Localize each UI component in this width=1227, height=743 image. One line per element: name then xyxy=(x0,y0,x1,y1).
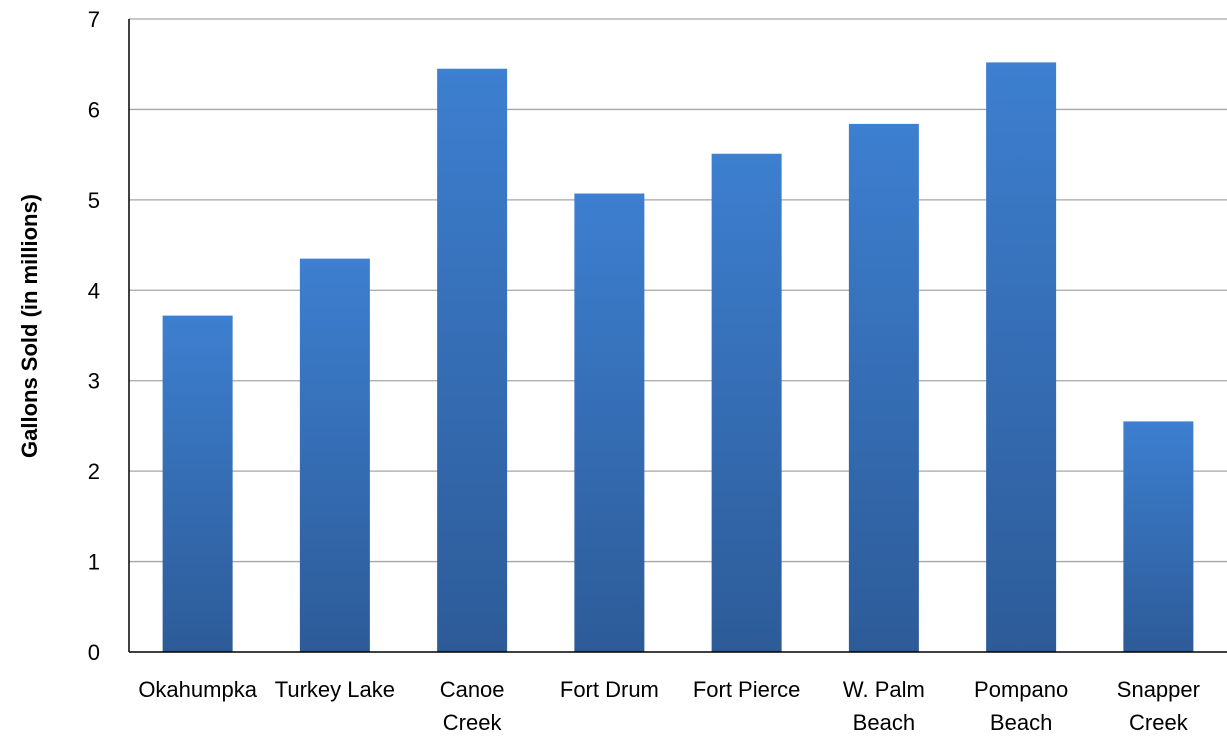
x-tick-label-line: Canoe xyxy=(440,677,505,702)
y-axis-title: Gallons Sold (in millions) xyxy=(17,194,42,458)
y-tick-labels: 0 1 2 3 4 5 6 7 xyxy=(88,7,100,665)
x-tick-label: Turkey Lake xyxy=(275,677,395,702)
bar xyxy=(574,193,645,652)
bar xyxy=(1123,421,1194,652)
y-tick-label: 3 xyxy=(88,369,100,394)
x-tick-label-line: Snapper xyxy=(1117,677,1200,702)
x-tick-label-line: Beach xyxy=(853,710,915,735)
y-tick-label: 5 xyxy=(88,188,100,213)
x-tick-label-line: W. Palm xyxy=(843,677,925,702)
x-tick-label-line: Beach xyxy=(990,710,1052,735)
bar xyxy=(162,315,233,652)
x-tick-label: Okahumpka xyxy=(138,677,257,702)
y-tick-label: 1 xyxy=(88,550,100,575)
x-tick-label-line: Creek xyxy=(1129,710,1189,735)
x-tick-label-line: Creek xyxy=(443,710,503,735)
gridlines xyxy=(129,18,1227,563)
bar xyxy=(299,258,370,652)
bars xyxy=(162,62,1194,653)
x-tick-label-line: Pompano xyxy=(974,677,1068,702)
axes xyxy=(128,19,1227,653)
x-tick-label: Pompano Beach xyxy=(974,677,1068,735)
bar xyxy=(437,68,508,652)
y-tick-label: 4 xyxy=(88,278,100,303)
y-tick-label: 6 xyxy=(88,97,100,122)
y-tick-label: 2 xyxy=(88,459,100,484)
bar xyxy=(986,62,1057,653)
x-tick-label-line: Fort Drum xyxy=(560,677,659,702)
y-tick-label: 7 xyxy=(88,7,100,32)
x-tick-label: W. Palm Beach xyxy=(843,677,925,735)
x-tick-label: Canoe Creek xyxy=(440,677,505,735)
bar xyxy=(848,123,919,652)
x-tick-label: Fort Pierce xyxy=(693,677,801,702)
x-tick-label: Fort Drum xyxy=(560,677,659,702)
x-tick-label-line: Turkey Lake xyxy=(275,677,395,702)
x-tick-label-line: Fort Pierce xyxy=(693,677,801,702)
x-tick-label: Snapper Creek xyxy=(1117,677,1200,735)
bar xyxy=(711,153,782,652)
x-tick-label-line: Okahumpka xyxy=(138,677,257,702)
y-tick-label: 0 xyxy=(88,640,100,665)
x-tick-labels: Okahumpka Turkey Lake Canoe Creek Fort Drum F… xyxy=(138,677,1200,735)
